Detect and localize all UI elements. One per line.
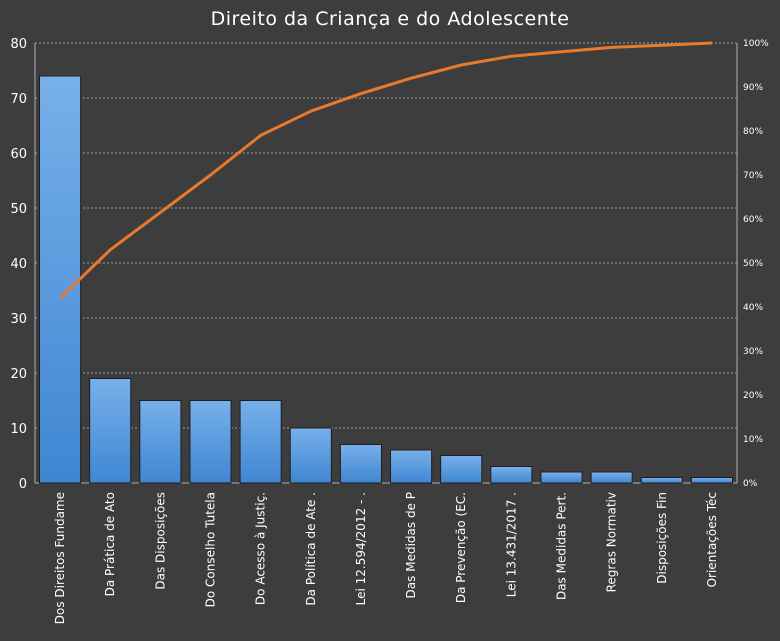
category-label: Orientações Téc — [705, 492, 719, 587]
bar — [189, 400, 232, 484]
left-tick-label: 20 — [10, 367, 27, 382]
category-label: Dos Direitos Fundame — [53, 492, 67, 624]
bar — [139, 400, 182, 484]
category-label: Da Prática de Ato — [103, 492, 117, 596]
bar — [440, 455, 483, 484]
bar — [690, 477, 733, 484]
category-label: Regras Normativ — [605, 492, 619, 592]
bar — [540, 471, 583, 484]
right-tick-label: 50% — [743, 259, 763, 269]
right-tick-label: 70% — [743, 171, 763, 181]
right-tick-label: 80% — [743, 127, 763, 137]
cumulative-line — [59, 41, 712, 300]
bar — [640, 477, 683, 484]
right-tick-label: 40% — [743, 303, 763, 313]
bar — [339, 444, 382, 484]
left-tick-label: 80 — [10, 37, 27, 52]
left-tick-label: 50 — [10, 202, 27, 217]
right-tick-label: 10% — [743, 435, 763, 445]
category-label: Da Prevenção (EC. — [454, 492, 468, 603]
bar-series — [39, 75, 733, 484]
right-tick-label: 0% — [743, 479, 758, 489]
left-tick-label: 10 — [10, 422, 27, 437]
right-tick-label: 90% — [743, 83, 763, 93]
right-tick-label: 60% — [743, 215, 763, 225]
left-axis-ticks: 0 10 20 30 40 50 60 70 80 — [10, 37, 27, 492]
left-tick-label: 70 — [10, 92, 27, 107]
right-axis-ticks: 0% 10% 20% 30% 40% 50% 60% 70% 80% 90% 100% — [743, 39, 769, 489]
bar — [590, 471, 633, 484]
category-labels: Dos Direitos Fundame Da Prática de Ato Das… — [53, 492, 719, 624]
bar — [39, 75, 82, 484]
category-label: Lei 13.431/2017 . — [504, 492, 518, 597]
category-label: Do Conselho Tutela — [204, 492, 218, 607]
left-tick-label: 60 — [10, 147, 27, 162]
category-label: Do Acesso à Justiç. — [254, 492, 268, 605]
right-tick-label: 30% — [743, 347, 763, 357]
category-label: Lei 12.594/2012 - . — [354, 492, 368, 605]
category-label: Das Medidas Pert. — [555, 492, 569, 600]
bar — [89, 378, 132, 484]
category-label: Das Medidas de P — [404, 492, 418, 598]
bar — [289, 427, 332, 484]
gridlines — [34, 42, 738, 484]
cumulative-line-series — [59, 41, 712, 300]
bar — [490, 466, 533, 484]
left-tick-label: 0 — [19, 477, 27, 492]
category-label: Disposições Fin — [655, 492, 669, 584]
left-tick-label: 30 — [10, 312, 27, 327]
category-label: Das Disposições — [153, 492, 167, 590]
left-tick-label: 40 — [10, 257, 27, 272]
bar — [390, 449, 433, 484]
right-tick-label: 20% — [743, 391, 763, 401]
category-label: Da Política de Ate . — [304, 492, 318, 606]
right-tick-label: 100% — [743, 39, 769, 49]
chart-title: Direito da Criança e do Adolescente — [210, 8, 570, 30]
bar — [239, 400, 282, 484]
